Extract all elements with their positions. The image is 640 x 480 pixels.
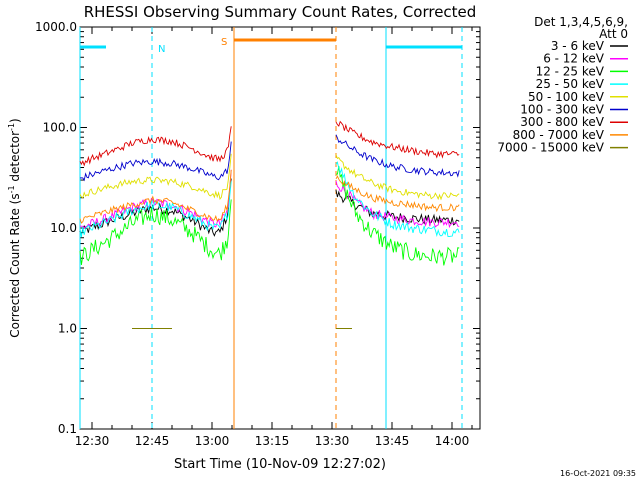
legend-entry-label: 800 - 7000 keV	[513, 128, 605, 142]
series-line-2-post	[335, 166, 460, 266]
series-line-6-pre	[79, 126, 232, 167]
series-line-2-pre	[79, 199, 232, 265]
chart-title: RHESSI Observing Summary Count Rates, Co…	[84, 3, 477, 21]
y-tick-label: 0.1	[58, 422, 77, 436]
footer-date: 16-Oct-2021 09:35	[560, 469, 636, 478]
legend-header-detectors: Det 1,3,4,5,6,9,	[534, 15, 628, 29]
series-line-1-post	[335, 180, 460, 229]
series-line-4-pre	[79, 153, 232, 201]
night-label: N	[158, 44, 165, 55]
plot-area: 0.1 1.0 10.0 100.0 1000.0 12:30 12:45 13:00 13:1…	[35, 20, 481, 448]
y-tick-label: 10.0	[50, 221, 77, 235]
legend-entry-label: 3 - 6 keV	[551, 39, 605, 53]
saa-label: S	[221, 37, 227, 48]
x-tick-label: 12:30	[75, 434, 110, 448]
legend-entry-label: 100 - 300 keV	[520, 103, 604, 117]
legend-entry-label: 50 - 100 keV	[528, 90, 605, 104]
legend-header-attenuator: Att 0	[599, 27, 628, 41]
series-line-4-post	[335, 154, 460, 201]
series-line-7-pre	[79, 169, 232, 224]
series-line-6-post	[335, 120, 460, 159]
legend-entry-label: 25 - 50 keV	[536, 77, 605, 91]
x-tick-label: 12:45	[135, 434, 170, 448]
series-line-0-pre	[79, 178, 232, 237]
series-line-5-post	[335, 134, 460, 178]
series-line-3-post	[335, 161, 460, 238]
x-tick-label: 13:15	[255, 434, 290, 448]
x-tick-label: 14:00	[435, 434, 470, 448]
series-line-7-post	[335, 175, 460, 213]
x-tick-label: 13:45	[375, 434, 410, 448]
series-line-5-pre	[79, 141, 232, 182]
y-tick-label: 100.0	[43, 121, 77, 135]
y-tick-label: 1.0	[58, 322, 77, 336]
y-axis-label: Corrected Count Rate (s-1 detector-1)	[7, 118, 22, 337]
legend-entry-label: 7000 - 15000 keV	[497, 141, 604, 155]
series-line-1-pre	[79, 169, 232, 229]
x-axis-label: Start Time (10-Nov-09 12:27:02)	[174, 457, 386, 472]
legend-entry-label: 6 - 12 keV	[543, 52, 605, 66]
legend-entry-label: 300 - 800 keV	[520, 115, 604, 129]
series-line-0-post	[335, 189, 460, 226]
x-tick-label: 13:00	[195, 434, 230, 448]
legend-entry-label: 12 - 25 keV	[536, 64, 605, 78]
x-tick-label: 13:30	[315, 434, 350, 448]
y-tick-label: 1000.0	[35, 20, 77, 34]
